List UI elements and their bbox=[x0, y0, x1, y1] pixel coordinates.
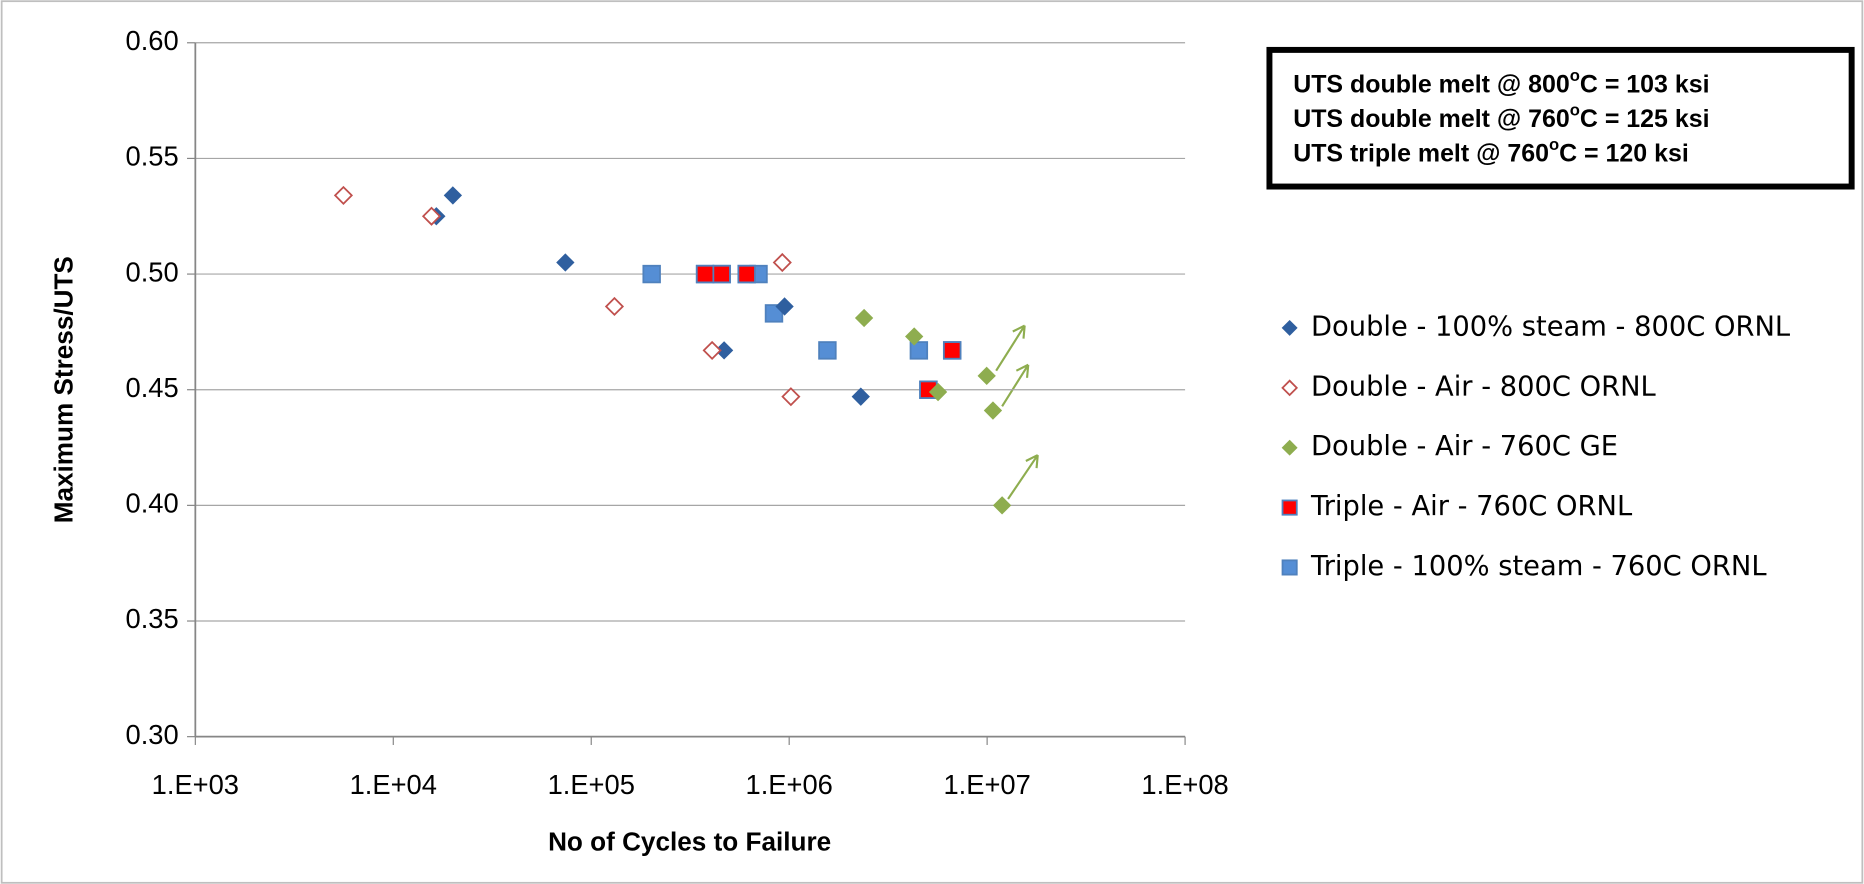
x-tick-label: 1.E+08 bbox=[1141, 769, 1228, 800]
point bbox=[737, 264, 756, 284]
point bbox=[642, 264, 661, 284]
x-tick-label: 1.E+04 bbox=[350, 769, 437, 800]
point bbox=[781, 387, 801, 407]
annotation-part: C = 125 ksi bbox=[1580, 105, 1710, 133]
y-tick-label: 0.50 bbox=[126, 256, 179, 287]
point bbox=[854, 308, 874, 328]
point bbox=[818, 341, 837, 360]
annotation-part: UTS double melt @ 760 bbox=[1293, 105, 1570, 133]
y-tick-label: 0.30 bbox=[126, 719, 179, 750]
y-tick-label: 0.35 bbox=[126, 603, 179, 634]
arrow bbox=[1007, 454, 1039, 500]
annotation-part: C = 120 ksi bbox=[1559, 139, 1689, 167]
annotation: UTS double melt @ 760oC = 125 ksi bbox=[1293, 101, 1709, 133]
point bbox=[983, 401, 1003, 420]
annotation: UTS triple melt @ 760oC = 120 ksi bbox=[1293, 136, 1689, 168]
arrow bbox=[1001, 363, 1030, 407]
legend-marker bbox=[1281, 559, 1298, 576]
legend-label: Double - 100% steam - 800C ORNL bbox=[1311, 311, 1791, 342]
point bbox=[928, 382, 948, 402]
annotation: UTS double melt @ 800oC = 103 ksi bbox=[1293, 67, 1709, 99]
annotation-part: UTS triple melt @ 760 bbox=[1293, 139, 1549, 167]
legend-marker bbox=[1281, 499, 1298, 516]
point bbox=[764, 304, 784, 323]
point bbox=[909, 341, 929, 360]
x-tick-label: 1.E+06 bbox=[746, 769, 833, 800]
point bbox=[772, 252, 792, 273]
point bbox=[977, 366, 996, 385]
x-tick-label: 1.E+03 bbox=[152, 769, 239, 800]
legend-label: Double - Air - 760C GE bbox=[1311, 431, 1618, 462]
annotation-part: UTS double melt @ 800 bbox=[1293, 70, 1570, 98]
point bbox=[942, 341, 962, 360]
point bbox=[992, 496, 1012, 515]
x-tick-label: 1.E+05 bbox=[548, 769, 635, 800]
point bbox=[712, 264, 731, 284]
point bbox=[333, 185, 354, 206]
y-tick-label: 0.45 bbox=[126, 372, 179, 403]
y-tick-label: 0.55 bbox=[126, 141, 179, 172]
point bbox=[702, 340, 722, 360]
annotation-box bbox=[1266, 46, 1855, 190]
annotation-part: C = 103 ksi bbox=[1580, 70, 1710, 98]
point bbox=[604, 296, 625, 317]
legend-label: Triple - 100% steam - 760C ORNL bbox=[1310, 551, 1767, 582]
legend-marker bbox=[1281, 379, 1299, 397]
point bbox=[905, 327, 924, 346]
point bbox=[443, 186, 463, 205]
point bbox=[775, 297, 794, 316]
legend-label: Triple - Air - 760C ORNL bbox=[1310, 491, 1633, 522]
annotation-part: o bbox=[1570, 67, 1580, 86]
x-axis-title: No of Cycles to Failure bbox=[548, 827, 831, 857]
annotation-part: o bbox=[1570, 101, 1580, 120]
legend-label: Double - Air - 800C ORNL bbox=[1311, 371, 1657, 402]
arrow bbox=[995, 324, 1026, 372]
x-tick-label: 1.E+07 bbox=[943, 769, 1030, 800]
legend-marker bbox=[1281, 319, 1298, 336]
arrows bbox=[995, 324, 1039, 500]
point bbox=[421, 206, 442, 226]
y-tick-label: 0.60 bbox=[126, 25, 179, 56]
y-tick-label: 0.40 bbox=[126, 488, 179, 519]
legend-marker bbox=[1281, 439, 1298, 456]
y-axis-title: Maximum Stress/UTS bbox=[49, 256, 79, 523]
point bbox=[695, 264, 715, 284]
annotation-part: o bbox=[1549, 136, 1559, 155]
point bbox=[556, 253, 575, 272]
point bbox=[851, 387, 870, 406]
